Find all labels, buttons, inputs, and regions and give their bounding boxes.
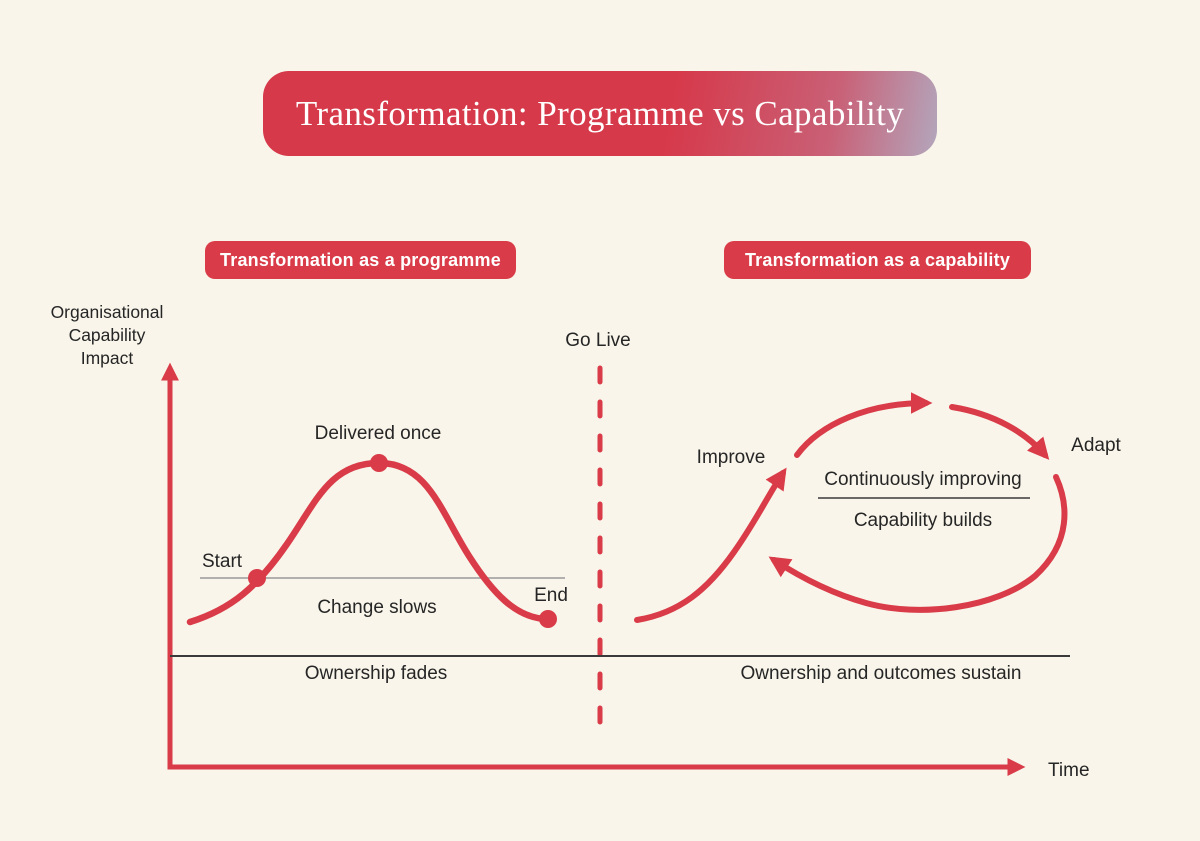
- title-banner: Transformation: Programme vs Capability: [263, 71, 937, 156]
- improve-label: Improve: [696, 447, 766, 468]
- y-axis-label-line2: Capability: [68, 325, 146, 345]
- start-label: Start: [201, 551, 243, 572]
- ownership-sustain-label: Ownership and outcomes sustain: [740, 663, 1022, 684]
- ownership-fades-label: Ownership fades: [304, 663, 448, 684]
- start-point: [248, 569, 266, 587]
- delivered-once-label: Delivered once: [314, 423, 442, 444]
- continuously-improving-label: Continuously improving: [824, 469, 1022, 490]
- cycle-arc-right: [949, 404, 1050, 460]
- end-label: End: [534, 585, 568, 606]
- peak-point: [370, 454, 388, 472]
- y-axis-label-line3: Impact: [80, 348, 134, 368]
- capability-rise-curve: [634, 467, 787, 623]
- badge-capability: Transformation as a capability: [724, 241, 1031, 279]
- end-point: [539, 610, 557, 628]
- change-slows-label: Change slows: [317, 597, 437, 618]
- y-axis-label-line1: Organisational: [50, 302, 164, 322]
- y-axis-label: Organisational Capability Impact: [32, 301, 182, 370]
- badge-programme: Transformation as a programme: [205, 241, 516, 279]
- cycle-arc-return: [768, 474, 1068, 613]
- go-live-label: Go Live: [565, 330, 631, 351]
- adapt-label: Adapt: [1071, 435, 1121, 456]
- capability-builds-label: Capability builds: [853, 510, 993, 531]
- x-axis-label: Time: [1048, 760, 1090, 781]
- cycle-arc-top: [794, 392, 933, 458]
- page-title: Transformation: Programme vs Capability: [295, 93, 905, 133]
